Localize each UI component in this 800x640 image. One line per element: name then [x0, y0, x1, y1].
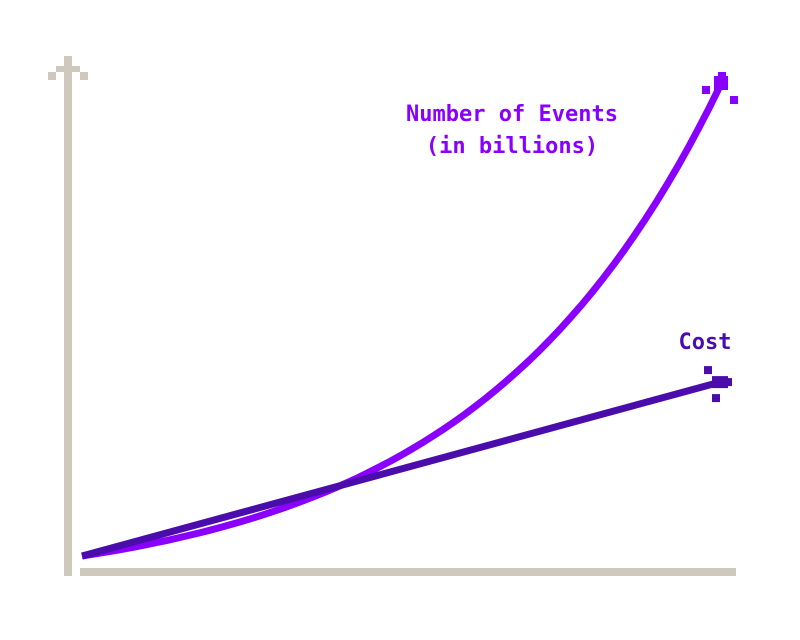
- arrowhead-cost: [704, 366, 732, 403]
- arrowhead-block: [730, 96, 738, 104]
- arrowhead-block: [714, 76, 728, 90]
- chart-series: [81, 72, 738, 560]
- arrowhead-block: [704, 366, 712, 375]
- arrowhead-block: [724, 378, 732, 387]
- series-label-events: Number of Events (in billions): [406, 102, 618, 159]
- arrowhead-block: [718, 72, 726, 78]
- x-axis-line: [80, 568, 736, 576]
- y-axis-arrow-tip: [64, 56, 72, 66]
- chart-series-labels: Number of Events (in billions) Cost: [406, 102, 731, 355]
- series-label-line: Cost: [679, 330, 732, 355]
- arrowhead-block: [712, 394, 720, 403]
- chart-axes: [48, 56, 736, 576]
- series-label-line: (in billions): [426, 134, 598, 159]
- series-line-cost: [81, 378, 721, 560]
- y-axis-line: [64, 66, 72, 572]
- y-axis-arrow-bar: [56, 66, 80, 72]
- series-label-line: Number of Events: [406, 102, 618, 127]
- y-axis-arrow-right: [80, 72, 88, 80]
- y-axis-arrow-left: [48, 72, 56, 80]
- arrowhead-block: [702, 86, 710, 94]
- axis-origin-corner: [64, 568, 72, 576]
- series-label-cost: Cost: [679, 330, 732, 355]
- series-line-events: [81, 84, 724, 560]
- arrowhead-events: [702, 72, 738, 104]
